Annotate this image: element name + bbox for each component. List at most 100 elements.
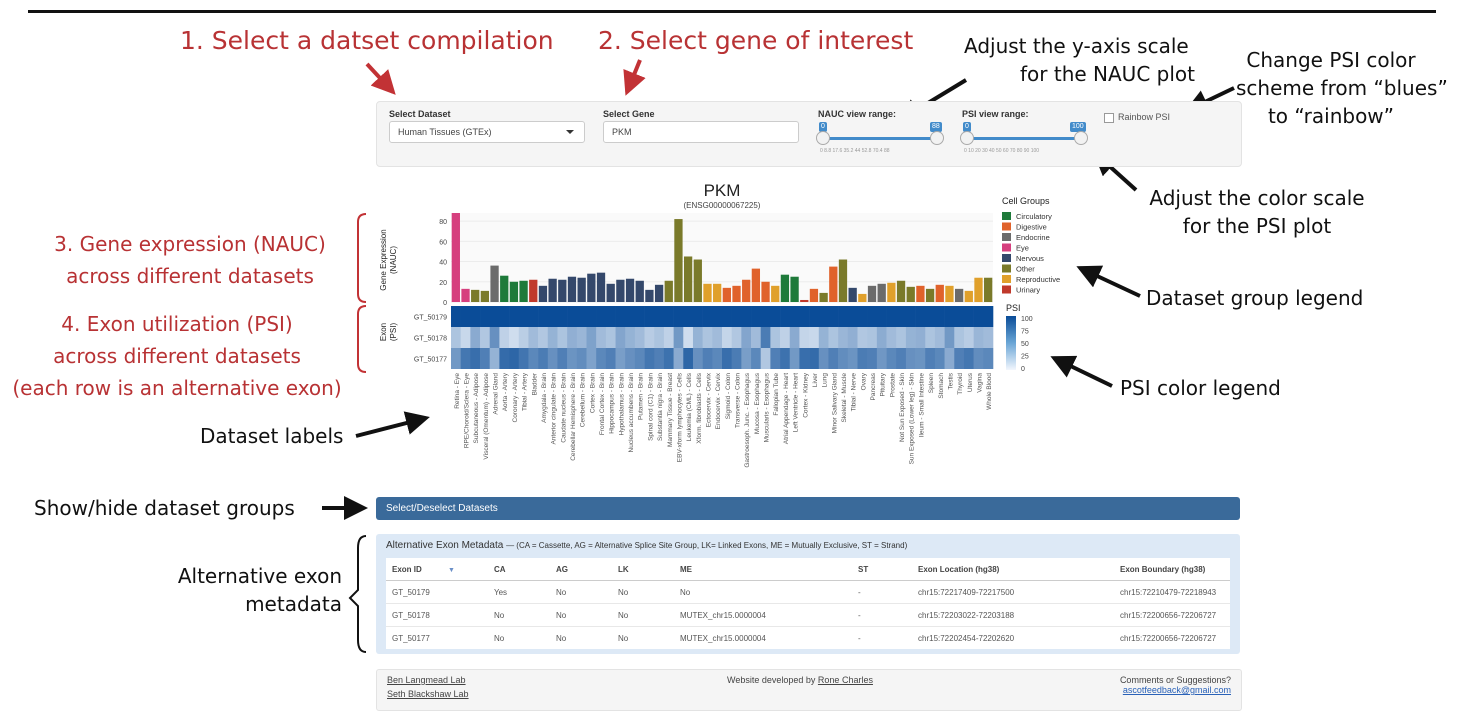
legend-label: Reproductive (1016, 275, 1060, 284)
cell-location: chr15:72217409-72217500 (912, 580, 1114, 604)
column-ag[interactable]: AG (550, 558, 612, 581)
heatmap-cell (760, 327, 771, 348)
cell-ca: Yes (488, 580, 550, 604)
footer: Ben Langmead Lab Seth Blackshaw Lab Webs… (376, 669, 1242, 711)
nauc-slider-min-handle[interactable] (816, 131, 830, 145)
cell-boundary: chr15:72210479-72218943 (1114, 580, 1230, 604)
x-tick-label: Aorta - Artery (502, 372, 509, 411)
exon-metadata-table: Exon ID ▼ CA AG LK ME ST Exon Location (… (386, 558, 1230, 649)
dataset-select[interactable]: Human Tissues (GTEx) (389, 121, 585, 143)
heatmap-cell (847, 348, 858, 369)
legend-label: Circulatory (1016, 212, 1052, 221)
bar (490, 265, 499, 302)
column-exon-boundary[interactable]: Exon Boundary (hg38) (1114, 558, 1230, 581)
column-lk[interactable]: LK (612, 558, 674, 581)
feedback-block: Comments or Suggestions? ascotfeedback@g… (1120, 675, 1231, 695)
x-tick-label: Testis (947, 372, 954, 389)
heatmap-cell (518, 348, 529, 369)
x-tick-label: Ovary (860, 372, 867, 390)
metadata-title: Alternative Exon Metadata — (CA = Casset… (386, 540, 907, 551)
arrow-step2-icon (623, 59, 646, 96)
bar (500, 275, 509, 302)
annotation-step4-line2: across different datasets (53, 344, 301, 368)
heatmap-cell (692, 306, 703, 327)
heatmap-cell (983, 306, 994, 327)
heatmap-cell (731, 327, 742, 348)
heatmap-cell (847, 306, 858, 327)
x-tick-label: Retina - Eye (454, 373, 461, 409)
cell-location: chr15:72203022-72203188 (912, 603, 1114, 627)
bar (867, 285, 877, 302)
heatmap-cell (663, 306, 674, 327)
x-tick-label: Mucosa - Esophagus (754, 372, 761, 434)
heatmap-cell (905, 306, 916, 327)
heatmap-cell (634, 306, 645, 327)
arrow-dataset-labels-icon (355, 411, 430, 438)
heatmap-cell (983, 327, 994, 348)
column-st[interactable]: ST (852, 558, 912, 581)
heatmap-cell (944, 306, 955, 327)
gene-input[interactable]: PKM (603, 121, 799, 143)
bar (887, 282, 896, 302)
heatmap-cell (809, 348, 820, 369)
nauc-slider-max-handle[interactable] (930, 131, 944, 145)
cell-lk: No (612, 603, 674, 627)
heatmap-cell (712, 306, 723, 327)
x-tick-label: Hypothalamus - Brain (618, 373, 625, 436)
column-ca[interactable]: CA (488, 558, 550, 581)
heatmap-cell (528, 348, 539, 369)
seth-blackshaw-lab-link[interactable]: Seth Blackshaw Lab (387, 689, 469, 699)
heatmap-cell (770, 306, 781, 327)
heatmap-cell (905, 348, 916, 369)
heatmap-cell (818, 306, 829, 327)
dataset-select-value: Human Tissues (GTEx) (398, 127, 492, 137)
legend-label: Eye (1016, 244, 1029, 253)
bar (790, 276, 799, 302)
ben-langmead-lab-link[interactable]: Ben Langmead Lab (387, 675, 466, 685)
x-tick-label: Adrenal Gland (493, 373, 500, 415)
metadata-note: — (CA = Cassette, AG = Alternative Splic… (506, 541, 908, 550)
bar (645, 289, 654, 302)
psi-tick-label: 0 (1021, 366, 1025, 373)
heatmap-cell (547, 327, 558, 348)
psi-slider-max-handle[interactable] (1074, 131, 1088, 145)
feedback-email-link[interactable]: ascotfeedback@gmail.com (1122, 685, 1231, 695)
bar (577, 277, 586, 302)
bar (800, 299, 809, 302)
annotation-colorscale-line2: for the PSI plot (1182, 214, 1332, 238)
x-tick-label: Transverse - Colon (735, 373, 742, 428)
select-deselect-datasets-button[interactable]: Select/Deselect Datasets (376, 497, 1240, 520)
heatmap-cell (702, 327, 713, 348)
developer-link[interactable]: Rone Charles (817, 675, 873, 685)
column-exon-id[interactable]: Exon ID ▼ (386, 558, 488, 581)
x-tick-label: Uterus (967, 372, 974, 392)
rainbow-psi-checkbox[interactable] (1104, 113, 1114, 123)
heatmap-cell (799, 327, 810, 348)
heatmap-cell (886, 327, 897, 348)
column-me[interactable]: ME (674, 558, 852, 581)
bar (606, 283, 615, 302)
x-tick-label: Tibial - Artery (522, 372, 529, 411)
heatmap-cell (596, 327, 607, 348)
x-tick-label: Pancreas (870, 372, 877, 400)
column-exon-location[interactable]: Exon Location (hg38) (912, 558, 1114, 581)
heatmap-cell (915, 327, 926, 348)
sort-arrow-icon[interactable]: ▼ (448, 566, 455, 574)
bar (664, 280, 673, 302)
heatmap-cell (673, 306, 684, 327)
heatmap-cell (722, 327, 732, 348)
bar (461, 288, 470, 302)
heatmap-cell (925, 327, 936, 348)
heatmap-cell (489, 348, 500, 369)
psi-slider-min-handle[interactable] (960, 131, 974, 145)
heatmap-cell (644, 306, 655, 327)
annotation-step1: 1. Select a datset compilation (180, 26, 554, 55)
psi-tick-label: 100 (1021, 316, 1033, 323)
heatmap-cell (605, 327, 616, 348)
x-tick-label: Bladder (531, 372, 538, 395)
annotation-psi-legend: PSI color legend (1120, 376, 1281, 400)
chart-xlabels: Retina - Eye RPE/Choroid/Sclera - Eye Subc… (454, 372, 993, 468)
bar (974, 277, 983, 302)
cell-exon-id: GT_50178 (386, 603, 488, 627)
x-tick-label: Cerebellar Hemisphere - Brain (570, 373, 577, 461)
